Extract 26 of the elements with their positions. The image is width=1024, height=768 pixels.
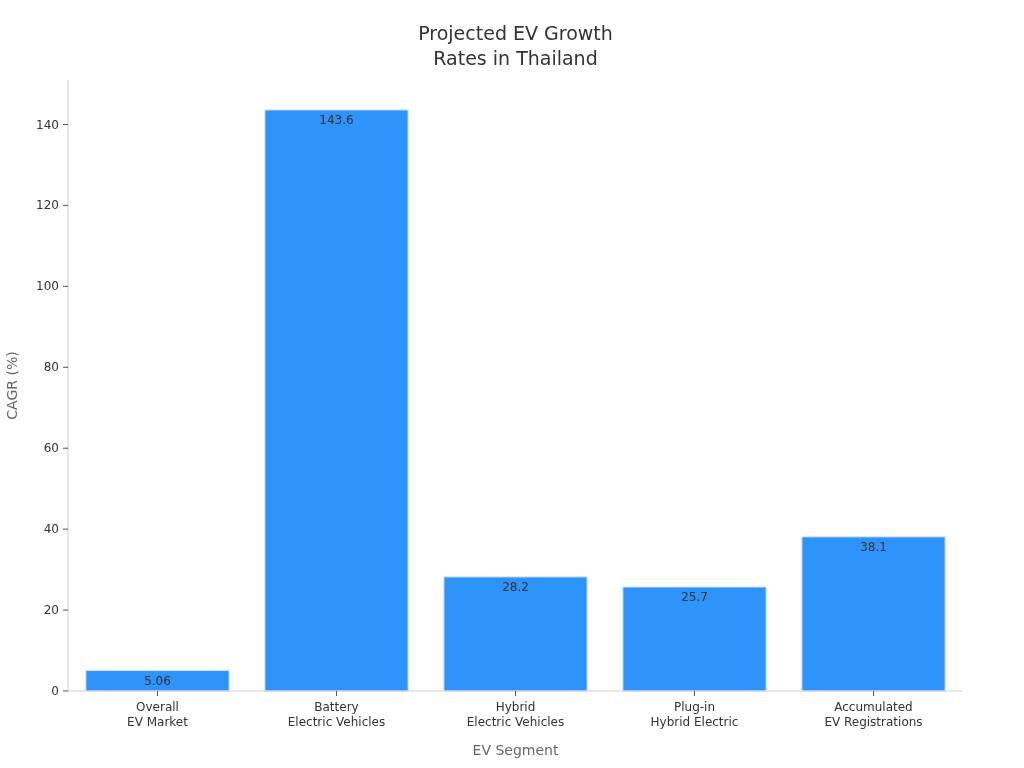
y-axis-title: CAGR (%)	[4, 351, 20, 420]
data-label: 143.6	[319, 112, 354, 127]
x-tick-label: Battery Electric Vehicles	[287, 700, 386, 729]
bar	[622, 586, 767, 692]
data-label: 5.06	[144, 673, 171, 688]
bar	[443, 576, 588, 692]
x-axis-title: EV Segment	[472, 742, 559, 758]
x-tick-label: Plug-in Hybrid Electric	[650, 700, 739, 729]
data-label: 28.2	[502, 579, 529, 594]
y-tick-label: 120	[36, 198, 59, 213]
data-label: 38.1	[860, 539, 887, 554]
data-label: 25.7	[681, 590, 708, 605]
y-tick-label: 0	[51, 684, 59, 698]
y-tick-label: 20	[43, 603, 59, 618]
y-tick-label: 40	[43, 522, 59, 537]
x-tick-label: Hybrid Electric Vehicles	[466, 700, 565, 729]
bar	[801, 536, 946, 692]
bar	[85, 670, 230, 692]
x-tick-label: Overall EV Market	[127, 700, 189, 729]
y-tick-label: 100	[36, 279, 59, 294]
y-tick-label: 140	[36, 117, 59, 132]
chart-title: Projected EV Growth Rates in Thailand	[418, 22, 613, 69]
bar	[264, 109, 409, 692]
y-tick-label: 80	[43, 360, 59, 375]
y-tick-label: 60	[43, 441, 59, 456]
x-tick-label: Accumulated EV Registrations	[824, 700, 923, 729]
